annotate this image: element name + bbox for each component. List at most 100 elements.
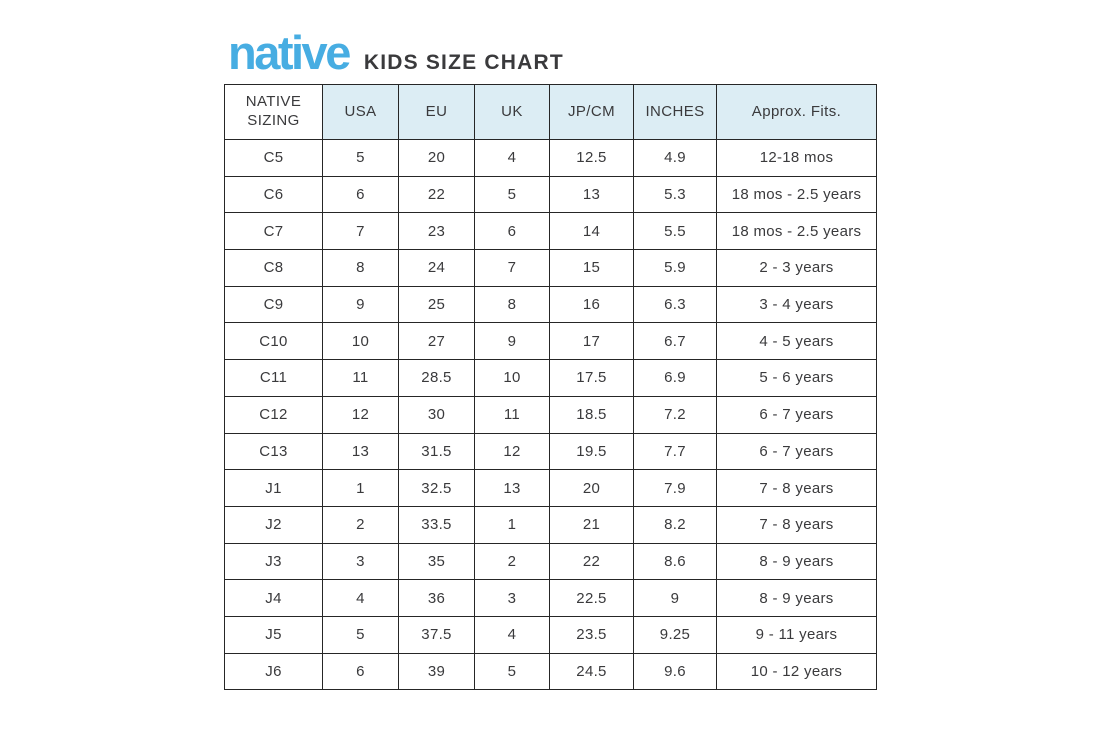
table-row: C11 11 28.5 10 17.5 6.9 5 - 6 years xyxy=(224,359,877,397)
table-row: C6 6 22 5 13 5.3 18 mos - 2.5 years xyxy=(224,175,877,214)
table-cell: 36 xyxy=(398,579,475,617)
table-cell: 6.7 xyxy=(633,322,717,361)
table-cell: 6 xyxy=(322,652,399,691)
table-cell: 24 xyxy=(398,249,475,287)
row-label: J1 xyxy=(224,469,323,507)
table-cell: 11 xyxy=(322,359,399,397)
table-cell: 5 xyxy=(322,139,399,177)
table-cell: 4 - 5 years xyxy=(716,322,877,361)
size-chart-content: native KIDS SIZE CHART NATIVE SIZING USA E… xyxy=(224,29,877,691)
header-row: NATIVE SIZING USA EU UK JP/CM INCHES Approx. F… xyxy=(224,84,877,140)
table-cell: 25 xyxy=(398,285,475,324)
table-cell: 5.5 xyxy=(633,212,717,251)
table-cell: 9 xyxy=(633,579,717,617)
header: native KIDS SIZE CHART xyxy=(228,29,876,76)
table-cell: 5 xyxy=(322,615,399,654)
row-label: C6 xyxy=(224,175,323,214)
table-cell: 27 xyxy=(398,322,475,361)
table-row: C5 5 20 4 12.5 4.9 12-18 mos xyxy=(224,139,877,177)
table-cell: 4 xyxy=(322,579,399,617)
table-cell: 33.5 xyxy=(398,505,475,544)
table-cell: 12-18 mos xyxy=(716,139,877,177)
table-cell: 2 xyxy=(474,542,550,581)
table-cell: 6 xyxy=(474,212,550,251)
table-cell: 3 xyxy=(474,579,550,617)
table-header-row: NATIVE SIZING USA EU UK JP/CM INCHES Approx. F… xyxy=(224,84,877,140)
table-cell: 5 - 6 years xyxy=(716,359,877,397)
table-cell: 39 xyxy=(398,652,475,691)
table-row: J2 2 33.5 1 21 8.2 7 - 8 years xyxy=(224,505,877,544)
table-cell: 5 xyxy=(474,652,550,691)
row-label: J6 xyxy=(224,652,323,691)
table-cell: 22 xyxy=(398,175,475,214)
table-cell: 17.5 xyxy=(549,359,634,397)
row-label: J4 xyxy=(224,579,323,617)
table-row: C12 12 30 11 18.5 7.2 6 - 7 years xyxy=(224,395,877,434)
row-label: C9 xyxy=(224,285,323,324)
table-cell: 7.9 xyxy=(633,469,717,507)
table-cell: 10 xyxy=(322,322,399,361)
table-cell: 23.5 xyxy=(549,615,634,654)
table-cell: 20 xyxy=(398,139,475,177)
table-cell: 30 xyxy=(398,395,475,434)
table-row: C8 8 24 7 15 5.9 2 - 3 years xyxy=(224,249,877,287)
table-cell: 4 xyxy=(474,615,550,654)
table-cell: 4.9 xyxy=(633,139,717,177)
table-cell: 8 xyxy=(474,285,550,324)
table-cell: 13 xyxy=(322,432,399,471)
table-cell: 19.5 xyxy=(549,432,634,471)
table-cell: 20 xyxy=(549,469,634,507)
table-cell: 22 xyxy=(549,542,634,581)
table-cell: 15 xyxy=(549,249,634,287)
table-cell: 9 - 11 years xyxy=(716,615,877,654)
table-cell: 31.5 xyxy=(398,432,475,471)
table-cell: 9 xyxy=(474,322,550,361)
row-label: C12 xyxy=(224,395,323,434)
row-label: C11 xyxy=(224,359,323,397)
table-cell: 37.5 xyxy=(398,615,475,654)
table-row: J3 3 35 2 22 8.6 8 - 9 years xyxy=(224,542,877,581)
table-cell: 7 xyxy=(474,249,550,287)
row-label: C7 xyxy=(224,212,323,251)
column-header-native-sizing: NATIVE SIZING xyxy=(224,84,323,140)
table-cell: 5.3 xyxy=(633,175,717,214)
table-cell: 8.6 xyxy=(633,542,717,581)
table-cell: 8 xyxy=(322,249,399,287)
kids-size-chart-table: NATIVE SIZING USA EU UK JP/CM INCHES Approx. F… xyxy=(224,84,877,691)
table-cell: 6 - 7 years xyxy=(716,432,877,471)
table-cell: 6 - 7 years xyxy=(716,395,877,434)
table-cell: 12.5 xyxy=(549,139,634,177)
table-cell: 32.5 xyxy=(398,469,475,507)
column-header-approx-fits: Approx. Fits. xyxy=(716,84,877,140)
row-label: J5 xyxy=(224,615,323,654)
row-label: J3 xyxy=(224,542,323,581)
table-cell: 6 xyxy=(322,175,399,214)
column-header-usa: USA xyxy=(322,84,399,140)
table-row: C7 7 23 6 14 5.5 18 mos - 2.5 years xyxy=(224,212,877,251)
table-cell: 2 - 3 years xyxy=(716,249,877,287)
table-cell: 8 - 9 years xyxy=(716,542,877,581)
table-cell: 3 xyxy=(322,542,399,581)
table-cell: 3 - 4 years xyxy=(716,285,877,324)
table-cell: 9 xyxy=(322,285,399,324)
row-label: C8 xyxy=(224,249,323,287)
table-row: J5 5 37.5 4 23.5 9.25 9 - 11 years xyxy=(224,615,877,654)
table-cell: 7.7 xyxy=(633,432,717,471)
table-cell: 18 mos - 2.5 years xyxy=(716,175,877,214)
table-cell: 12 xyxy=(322,395,399,434)
table-cell: 22.5 xyxy=(549,579,634,617)
row-label: J2 xyxy=(224,505,323,544)
row-label: C13 xyxy=(224,432,323,471)
table-cell: 10 - 12 years xyxy=(716,652,877,691)
table-row: J4 4 36 3 22.5 9 8 - 9 years xyxy=(224,579,877,617)
table-cell: 7 - 8 years xyxy=(716,505,877,544)
table-cell: 5 xyxy=(474,175,550,214)
table-cell: 23 xyxy=(398,212,475,251)
table-cell: 7.2 xyxy=(633,395,717,434)
table-row: J1 1 32.5 13 20 7.9 7 - 8 years xyxy=(224,469,877,507)
table-cell: 11 xyxy=(474,395,550,434)
table-cell: 8.2 xyxy=(633,505,717,544)
column-header-uk: UK xyxy=(474,84,550,140)
table-cell: 16 xyxy=(549,285,634,324)
